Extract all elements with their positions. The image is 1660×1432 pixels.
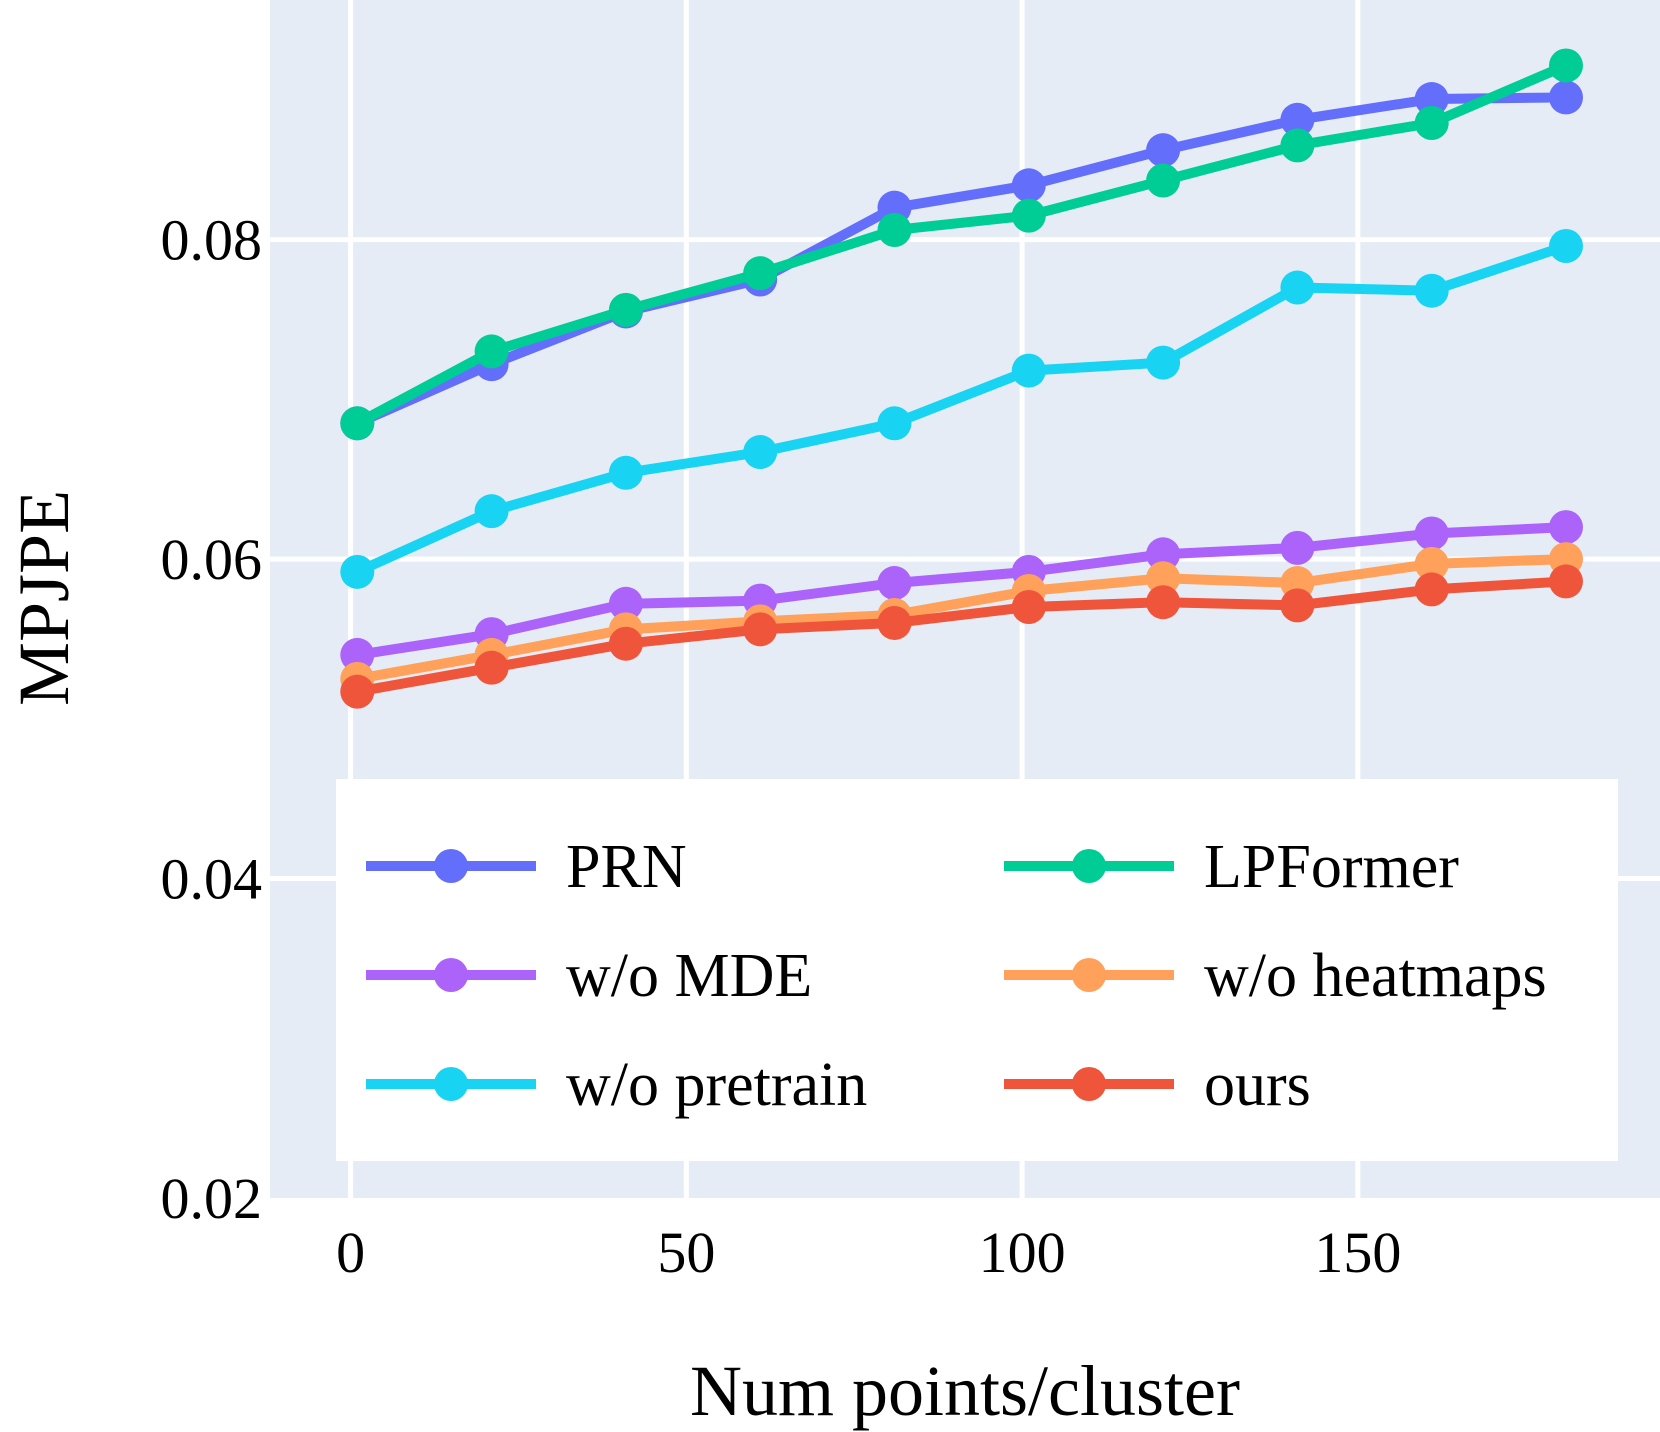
legend-swatch-marker xyxy=(434,1067,468,1101)
data-point xyxy=(1548,48,1583,83)
legend-background xyxy=(336,779,1618,1161)
legend-swatch-marker xyxy=(1072,849,1106,883)
data-point xyxy=(474,334,509,369)
x-tick-label: 150 xyxy=(1314,1220,1401,1285)
legend-item-ours[interactable]: ours xyxy=(1004,1051,1311,1119)
y-axis-title: MPJPE xyxy=(4,490,84,706)
data-point xyxy=(877,566,912,601)
data-point xyxy=(340,637,375,672)
data-point xyxy=(474,494,509,529)
series-w-o-pretrain xyxy=(340,228,1583,589)
data-point xyxy=(743,256,778,291)
legend-label: LPFormer xyxy=(1204,833,1459,901)
x-tick-label: 100 xyxy=(979,1220,1066,1285)
x-tick-label: 50 xyxy=(657,1220,715,1285)
series-line xyxy=(352,576,1571,697)
legend-item-w-o-heatmaps[interactable]: w/o heatmaps xyxy=(1004,942,1547,1010)
data-point xyxy=(608,455,643,490)
data-point xyxy=(1280,530,1315,565)
series-lpformer xyxy=(340,48,1583,441)
series-ours xyxy=(340,564,1583,709)
data-point xyxy=(1280,270,1315,305)
legend-item-w-o-mde[interactable]: w/o MDE xyxy=(366,942,812,1010)
data-point xyxy=(1011,168,1046,203)
data-point xyxy=(1011,353,1046,388)
series-line xyxy=(352,554,1571,684)
data-point xyxy=(1414,516,1449,551)
data-point xyxy=(1414,105,1449,140)
legend-label: ours xyxy=(1204,1051,1311,1119)
legend-swatch-marker xyxy=(1072,958,1106,992)
data-point xyxy=(608,292,643,327)
y-tick-label: 0.04 xyxy=(161,847,263,912)
data-point xyxy=(1414,546,1449,581)
data-point xyxy=(1146,163,1181,198)
data-point xyxy=(608,586,643,621)
data-point xyxy=(608,626,643,661)
legend-swatch-marker xyxy=(434,958,468,992)
data-point xyxy=(1548,228,1583,263)
data-point xyxy=(1146,561,1181,596)
tick-labels: 0 50 100 150 0.02 0.04 0.06 0.08 xyxy=(161,208,1402,1285)
data-point xyxy=(1414,82,1449,117)
data-point xyxy=(1280,588,1315,623)
data-point xyxy=(1146,537,1181,572)
data-point xyxy=(1146,585,1181,620)
data-point xyxy=(1280,128,1315,163)
data-point xyxy=(877,213,912,248)
data-point xyxy=(340,406,375,441)
series-line xyxy=(352,60,1571,429)
data-point xyxy=(1548,564,1583,599)
data-point xyxy=(877,406,912,441)
legend-label: w/o pretrain xyxy=(566,1051,867,1119)
data-point xyxy=(1146,345,1181,380)
legend-item-w-o-pretrain[interactable]: w/o pretrain xyxy=(366,1051,867,1119)
data-point xyxy=(340,674,375,709)
legend: PRN LPFormer w/o MDE w/o heatmaps w/o pretra… xyxy=(336,779,1618,1161)
data-point xyxy=(743,612,778,647)
data-point xyxy=(877,605,912,640)
legend-item-prn[interactable]: PRN xyxy=(366,833,687,901)
y-tick-label: 0.06 xyxy=(161,527,263,592)
data-point xyxy=(1548,80,1583,115)
data-point xyxy=(340,554,375,589)
data-point xyxy=(1011,589,1046,624)
x-tick-label: 0 xyxy=(336,1220,365,1285)
y-tick-label: 0.02 xyxy=(161,1166,263,1231)
series-line xyxy=(352,92,1571,429)
data-point xyxy=(474,650,509,685)
x-axis-title: Num points/cluster xyxy=(690,1351,1240,1431)
legend-label: PRN xyxy=(566,833,687,901)
data-point xyxy=(1146,133,1181,168)
legend-label: w/o heatmaps xyxy=(1204,942,1547,1010)
legend-item-lpformer[interactable]: LPFormer xyxy=(1004,833,1459,901)
series-line xyxy=(352,522,1571,660)
legend-label: w/o MDE xyxy=(566,942,812,1010)
legend-swatch-marker xyxy=(434,849,468,883)
data-point xyxy=(1414,273,1449,308)
legend-swatch-marker xyxy=(1072,1067,1106,1101)
data-point xyxy=(1414,572,1449,607)
y-tick-label: 0.08 xyxy=(161,208,263,273)
data-point xyxy=(743,435,778,470)
data-point xyxy=(1280,102,1315,137)
series-line xyxy=(352,240,1571,577)
series-lines xyxy=(340,48,1583,709)
data-point xyxy=(1548,510,1583,545)
data-point xyxy=(1011,198,1046,233)
